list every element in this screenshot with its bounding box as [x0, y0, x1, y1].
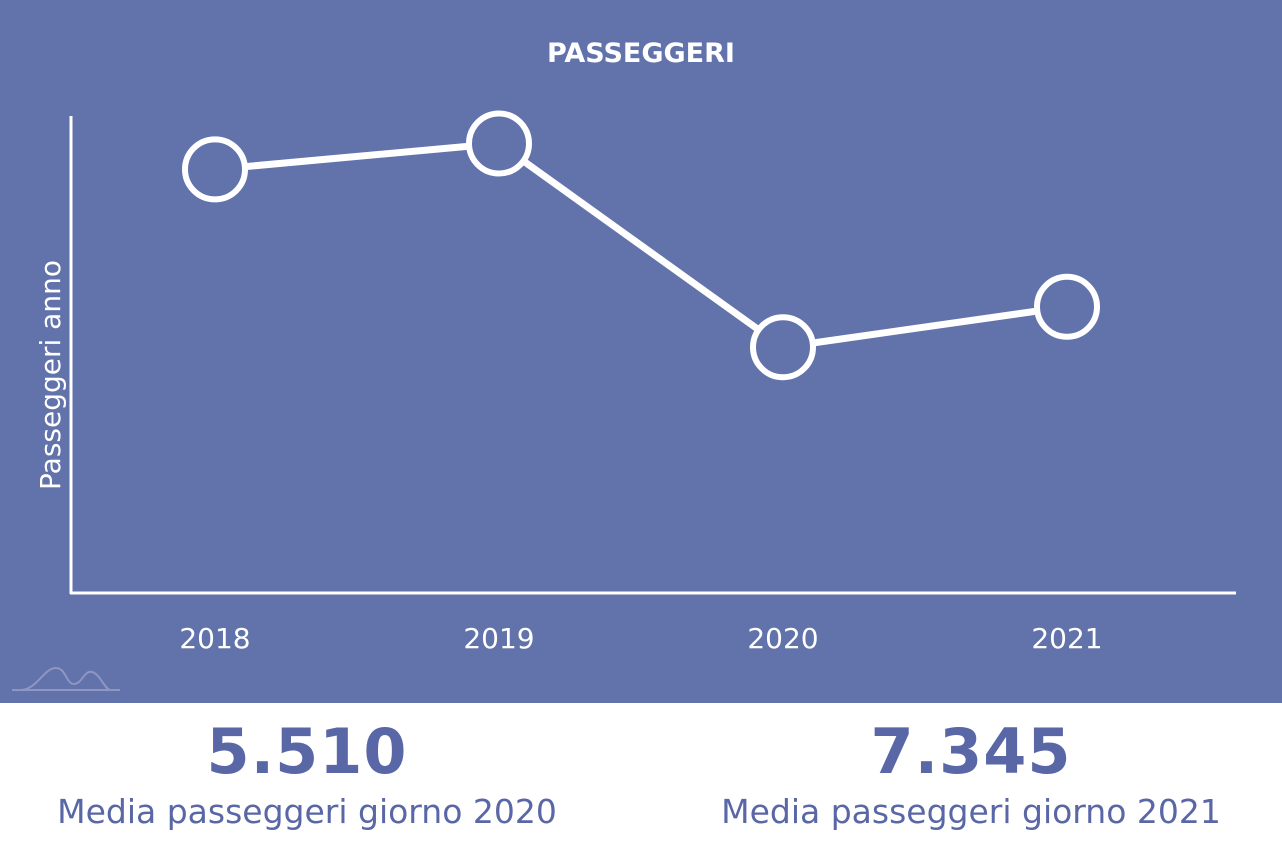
stat-value-2021: 7.345 — [870, 715, 1072, 788]
chart-panel: PASSEGGERI Passeggeri anno 2018 2019 2020 2… — [0, 0, 1282, 703]
series-line — [214, 139, 1068, 351]
line-chart: PASSEGGERI Passeggeri anno 2018 2019 2020 2… — [12, 38, 1236, 691]
x-tick-label-2020: 2020 — [747, 622, 818, 655]
stat-2020: 5.510 Media passeggeri giorno 2020 — [27, 712, 587, 832]
stat-label-2021: Media passeggeri giorno 2021 — [721, 792, 1221, 831]
data-point-2018 — [182, 136, 248, 203]
data-point-2021 — [1034, 273, 1100, 340]
data-point-2020 — [750, 314, 816, 381]
series-layer — [182, 110, 1100, 381]
stat-value-2020: 5.510 — [206, 715, 408, 788]
x-tick-labels: 2018 2019 2020 2021 — [179, 622, 1102, 655]
mountain-wave-logo-icon — [12, 666, 120, 691]
x-tick-label-2021: 2021 — [1031, 622, 1102, 655]
x-tick-label-2018: 2018 — [179, 622, 250, 655]
y-axis-label: Passeggeri anno — [34, 260, 67, 490]
stat-label-2020: Media passeggeri giorno 2020 — [57, 792, 557, 831]
x-tick-label-2019: 2019 — [463, 622, 534, 655]
data-point-2019 — [466, 110, 532, 177]
chart-title: PASSEGGERI — [547, 38, 735, 69]
stat-2021: 7.345 Media passeggeri giorno 2021 — [691, 712, 1251, 832]
